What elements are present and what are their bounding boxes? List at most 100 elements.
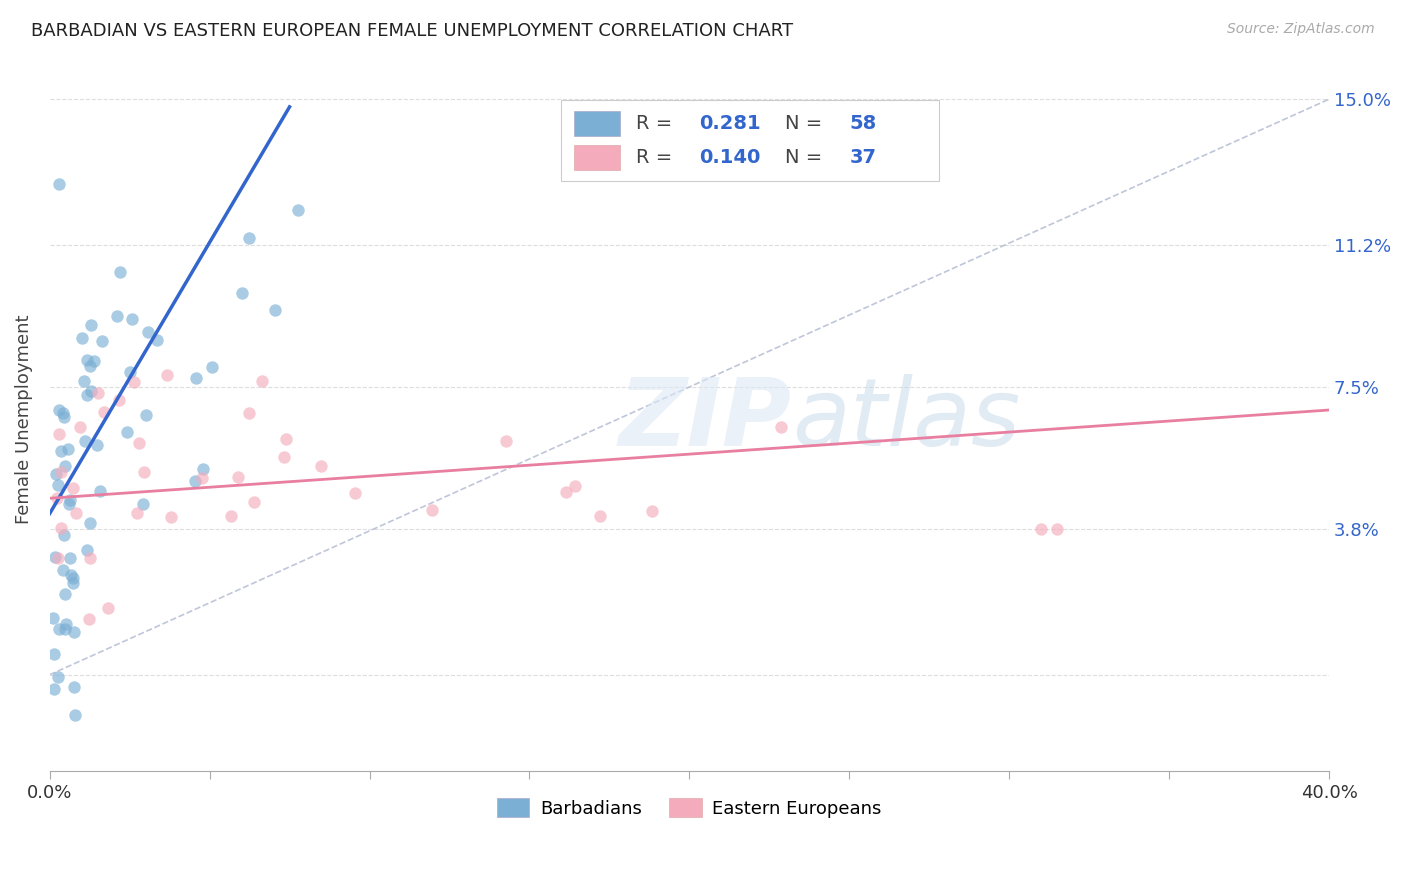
Text: N =: N = xyxy=(786,114,828,133)
Point xyxy=(52,406,75,420)
Point xyxy=(48,622,70,636)
Point xyxy=(564,479,586,493)
Point xyxy=(56,442,79,456)
Point xyxy=(127,506,149,520)
Text: N =: N = xyxy=(786,148,828,167)
Point xyxy=(76,388,98,402)
Point xyxy=(91,334,114,349)
Point xyxy=(160,510,183,524)
Point xyxy=(59,567,82,582)
Point xyxy=(242,495,264,509)
Point xyxy=(226,469,249,483)
Text: R =: R = xyxy=(636,114,678,133)
Point xyxy=(128,435,150,450)
Text: atlas: atlas xyxy=(792,374,1019,465)
Point xyxy=(122,375,145,389)
Point xyxy=(59,550,82,565)
Text: 58: 58 xyxy=(849,114,876,133)
Point xyxy=(770,420,793,434)
Point xyxy=(589,508,612,523)
Point xyxy=(79,359,101,373)
Point xyxy=(263,302,285,317)
Text: Source: ZipAtlas.com: Source: ZipAtlas.com xyxy=(1227,22,1375,37)
Point xyxy=(65,506,87,520)
Point xyxy=(420,503,443,517)
Point xyxy=(238,406,260,420)
Point xyxy=(134,465,156,479)
Point xyxy=(79,318,101,333)
Point xyxy=(63,625,86,640)
Point xyxy=(62,571,84,585)
Point xyxy=(53,622,76,636)
Point xyxy=(343,486,366,500)
Text: 0.140: 0.140 xyxy=(700,148,761,167)
Point xyxy=(219,509,242,524)
Text: 37: 37 xyxy=(849,148,876,167)
Point xyxy=(45,467,67,481)
Point xyxy=(555,484,578,499)
Point xyxy=(276,432,298,446)
Point xyxy=(76,542,98,557)
Point xyxy=(63,707,86,722)
Legend: Barbadians, Eastern Europeans: Barbadians, Eastern Europeans xyxy=(489,791,889,825)
Point xyxy=(58,497,80,511)
Point xyxy=(193,462,215,476)
Point xyxy=(62,575,84,590)
Point xyxy=(121,311,143,326)
Point xyxy=(641,504,664,518)
Text: 0.281: 0.281 xyxy=(700,114,761,133)
Point xyxy=(135,408,157,422)
Point xyxy=(51,444,73,458)
Point xyxy=(87,386,110,401)
Point xyxy=(156,368,179,382)
Point xyxy=(231,285,253,300)
Point xyxy=(201,360,224,375)
Text: BARBADIAN VS EASTERN EUROPEAN FEMALE UNEMPLOYMENT CORRELATION CHART: BARBADIAN VS EASTERN EUROPEAN FEMALE UNE… xyxy=(31,22,793,40)
Point xyxy=(42,610,65,624)
Point xyxy=(70,331,93,345)
Point xyxy=(48,177,70,191)
Point xyxy=(107,393,129,408)
Point xyxy=(53,409,76,424)
Point xyxy=(93,404,115,418)
Point xyxy=(184,474,207,488)
Point xyxy=(250,374,273,388)
Point xyxy=(1031,522,1053,536)
Point xyxy=(59,492,82,507)
Point xyxy=(309,458,332,473)
Point xyxy=(44,550,66,565)
Point xyxy=(273,450,295,464)
Point xyxy=(55,617,77,632)
Point xyxy=(118,365,141,379)
Point xyxy=(117,425,139,440)
Point xyxy=(44,681,66,696)
Point xyxy=(83,354,105,368)
FancyBboxPatch shape xyxy=(574,145,620,170)
Point xyxy=(97,601,120,615)
Text: ZIP: ZIP xyxy=(619,374,792,466)
Y-axis label: Female Unemployment: Female Unemployment xyxy=(15,315,32,524)
Point xyxy=(86,438,108,452)
FancyBboxPatch shape xyxy=(561,100,939,181)
Point xyxy=(495,434,517,449)
Point xyxy=(1046,522,1069,536)
Point xyxy=(238,231,260,245)
Point xyxy=(77,612,100,626)
Point xyxy=(46,477,69,491)
Point xyxy=(73,374,96,388)
Point xyxy=(191,470,214,484)
Point xyxy=(108,265,131,279)
Point xyxy=(145,333,167,347)
Point xyxy=(62,680,84,694)
Point xyxy=(75,434,97,448)
Point xyxy=(184,371,207,385)
Point xyxy=(48,427,70,442)
Point xyxy=(69,419,91,434)
Point xyxy=(287,202,309,217)
Point xyxy=(53,459,76,474)
Point xyxy=(46,670,69,684)
Point xyxy=(79,550,101,565)
Point xyxy=(49,465,72,479)
Point xyxy=(46,551,69,566)
Point xyxy=(53,587,76,601)
